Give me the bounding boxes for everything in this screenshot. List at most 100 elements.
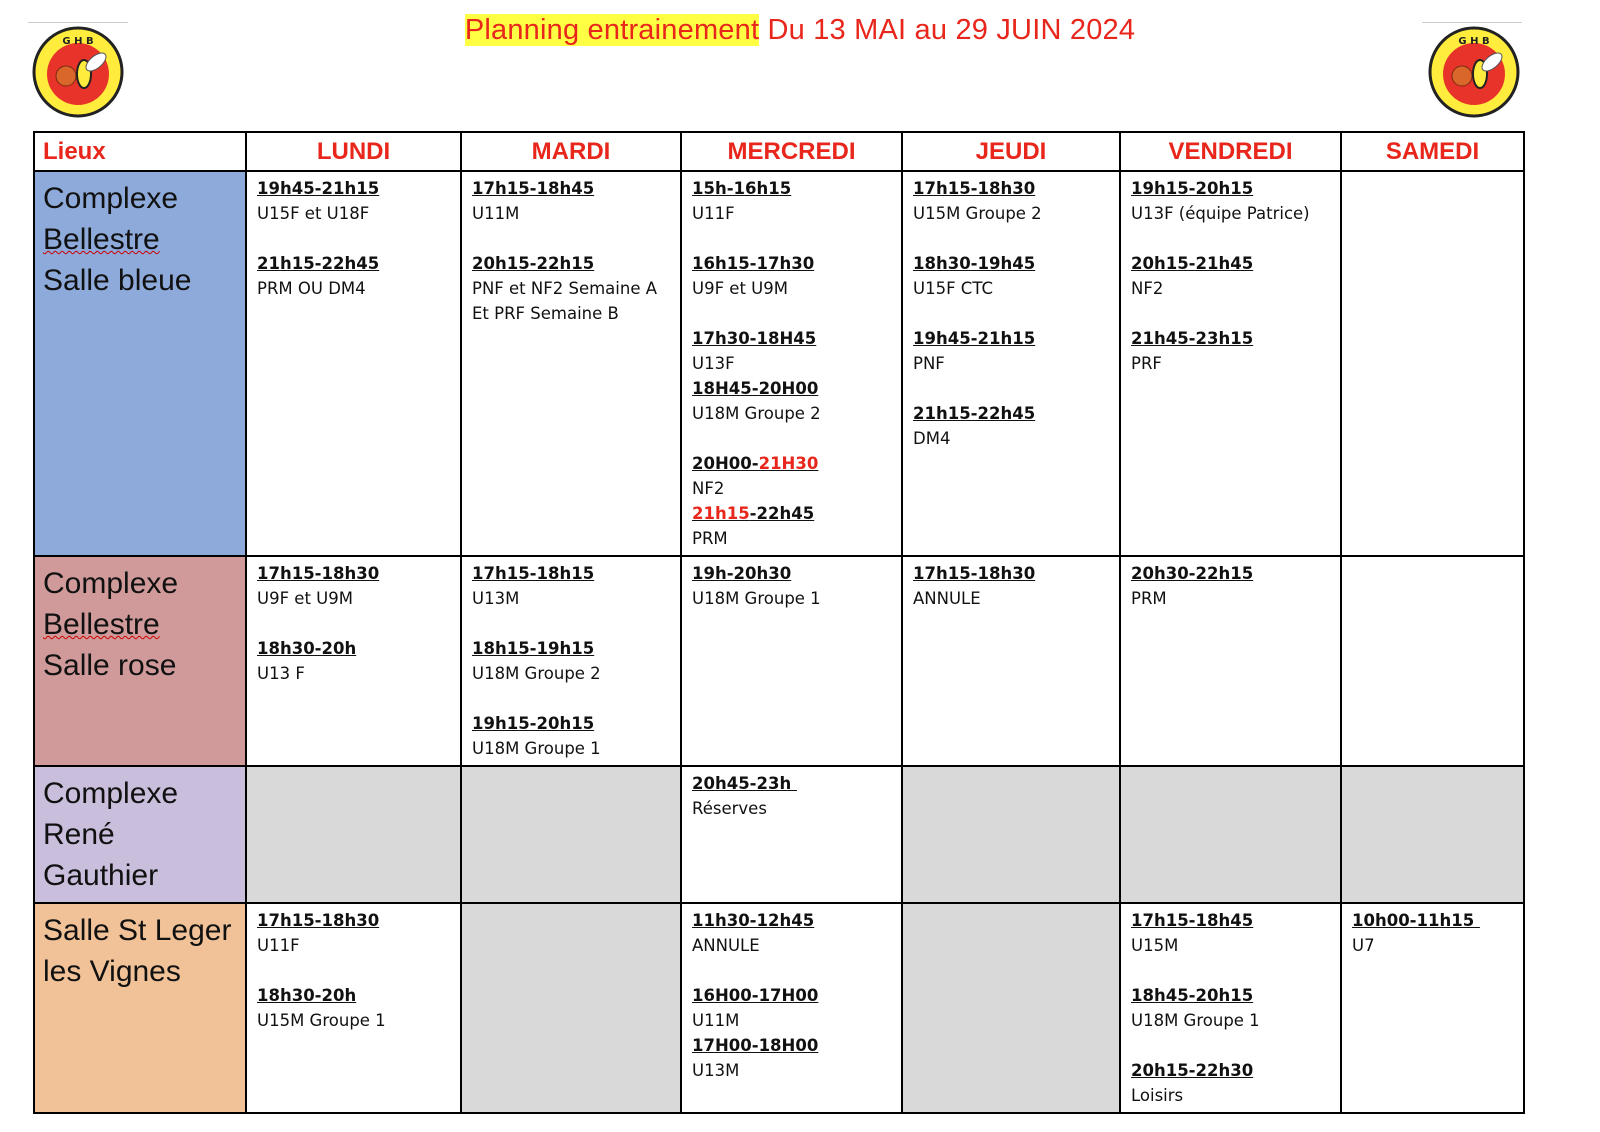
place-name-text: Salle St Leger: [43, 914, 232, 947]
session-entry: 11h30-12h45 ANNULE: [692, 908, 891, 958]
table-row: Complexe Bellestre Salle rose 17h15-18h30 U9…: [33, 555, 1525, 767]
schedule-cell-jeudi: [901, 902, 1121, 1114]
session-time: 21h15-22h45: [913, 404, 1036, 423]
club-logo-left: G H B: [32, 26, 124, 118]
session-team: U18M Groupe 1: [692, 589, 821, 608]
session-entry: 17h15-18h45 U11M: [472, 176, 670, 226]
session-time: 20h15-21h45: [1131, 254, 1254, 273]
session-team: U15M: [1131, 936, 1179, 955]
session-team: Loisirs: [1131, 1086, 1184, 1105]
schedule-cell-lundi: 19h45-21h15 U15F et U18F 21h15-22h45 PRM OU…: [245, 170, 462, 557]
schedule-cell-jeudi: [901, 765, 1121, 904]
session-entry: 10h00-11h15 U7: [1352, 908, 1513, 958]
title-dates: Du 13 MAI au 29 JUIN 2024: [759, 14, 1136, 46]
session-team: U13F (équipe Patrice): [1131, 204, 1310, 223]
time-segment: 20H00-: [692, 454, 759, 473]
place-name-line: Salle bleue: [43, 260, 237, 301]
session-entry: 19h15-20h15 U18M Groupe 1: [472, 711, 670, 761]
session-team: U15M Groupe 1: [257, 1011, 386, 1030]
session-team: PNF: [913, 354, 945, 373]
session-team: PRM: [1131, 589, 1167, 608]
session-time: 18h30-20h: [257, 986, 357, 1005]
session-time: 17h15-18h45: [1131, 911, 1254, 930]
schedule-cell-lundi: 17h15-18h30 U9F et U9M 18h30-20h U13 F: [245, 555, 462, 767]
session-entry: 19h15-20h15 U13F (équipe Patrice): [1131, 176, 1330, 226]
column-header-samedi: SAMEDI: [1340, 131, 1525, 172]
session-time: 17h15-18h30: [913, 564, 1036, 583]
session-time: 18h30-20h: [257, 639, 357, 658]
column-header-jeudi: JEUDI: [901, 131, 1121, 172]
schedule-cell-jeudi: 17h15-18h30 ANNULE: [901, 555, 1121, 767]
session-entry: 18h30-20h U15M Groupe 1: [257, 983, 450, 1033]
session-team: U15M Groupe 2: [913, 204, 1042, 223]
session-entry: 17H00-18H00 U13M: [692, 1033, 891, 1083]
place-name-text: les Vignes: [43, 955, 181, 988]
session-team: U18M Groupe 1: [472, 739, 601, 758]
session-team: ANNULE: [692, 936, 760, 955]
schedule-cell-mercredi: 15h-16h15 U11F 16h15-17h30 U9F et U9M 17h30-…: [680, 170, 903, 557]
place-name-line: Salle rose: [43, 645, 237, 686]
session-time: 10h00-11h15: [1352, 911, 1480, 930]
place-name-line: Complexe: [43, 178, 237, 219]
time-segment: 21h15: [692, 504, 750, 523]
session-time: 17h30-18H45: [692, 329, 817, 348]
session-entry: 20H00-21H30 NF2: [692, 451, 891, 501]
session-team: U15F et U18F: [257, 204, 370, 223]
session-entry: 15h-16h15 U11F: [692, 176, 891, 226]
column-header-mercredi: MERCREDI: [680, 131, 903, 172]
place-name-text: René: [43, 818, 115, 851]
session-time: 19h45-21h15: [913, 329, 1036, 348]
schedule-cell-samedi: 10h00-11h15 U7: [1340, 902, 1525, 1114]
session-team: U7: [1352, 936, 1375, 955]
time-segment: -22h45: [749, 504, 815, 523]
column-header-mardi: MARDI: [460, 131, 682, 172]
session-entry: 21h45-23h15 PRF: [1131, 326, 1330, 376]
place-name-text: Complexe: [43, 567, 179, 600]
session-team: U13M: [692, 1061, 740, 1080]
place-name-line: René: [43, 814, 237, 855]
session-entry: 17h30-18H45 U13F: [692, 326, 891, 376]
place-name-text: Gauthier: [43, 859, 159, 892]
session-entry: 17h15-18h45 U15M: [1131, 908, 1330, 958]
session-time: 17h15-18h30: [257, 911, 380, 930]
session-time: 18h45-20h15: [1131, 986, 1254, 1005]
session-entry: 20h15-22h15 PNF et NF2 Semaine A Et PRF S…: [472, 251, 670, 326]
session-entry: 17h15-18h30 U9F et U9M: [257, 561, 450, 611]
club-logo-right: G H B: [1428, 26, 1520, 118]
session-time: 17h15-18h30: [913, 179, 1036, 198]
schedule-cell-mardi: 17h15-18h45 U11M 20h15-22h15 PNF et NF2 Sem…: [460, 170, 682, 557]
session-entry: 20h45-23h Réserves: [692, 771, 891, 821]
session-time: 15h-16h15: [692, 179, 792, 198]
session-team: U18M Groupe 2: [692, 404, 821, 423]
place-name-text: Complexe: [43, 182, 179, 215]
session-entry: 18h30-19h45 U15F CTC: [913, 251, 1109, 301]
place-cell: Complexe Bellestre Salle bleue: [33, 170, 247, 557]
session-time: 21h45-23h15: [1131, 329, 1254, 348]
session-time: 20h15-22h30: [1131, 1061, 1254, 1080]
place-name-text: Salle bleue: [43, 264, 192, 297]
session-team: ANNULE: [913, 589, 981, 608]
place-cell: Complexe René Gauthier: [33, 765, 247, 904]
place-name-line: Complexe: [43, 563, 237, 604]
session-time: 19h-20h30: [692, 564, 792, 583]
session-team: U9F et U9M: [692, 279, 788, 298]
schedule-cell-mercredi: 19h-20h30 U18M Groupe 1: [680, 555, 903, 767]
schedule-cell-vendredi: 20h30-22h15 PRM: [1119, 555, 1342, 767]
session-entry: 18h45-20h15 U18M Groupe 1: [1131, 983, 1330, 1033]
divider: [1422, 22, 1522, 23]
session-entry: 16H00-17H00 U11M: [692, 983, 891, 1033]
session-time: 20h45-23h: [692, 774, 797, 793]
session-team: PRF: [1131, 354, 1162, 373]
title-highlighted: Planning entrainement: [464, 14, 760, 46]
session-time: 17H00-18H00: [692, 1036, 819, 1055]
session-time: 20h15-22h15: [472, 254, 595, 273]
session-entry: 19h-20h30 U18M Groupe 1: [692, 561, 891, 611]
session-entry: 21h15-22h45 DM4: [913, 401, 1109, 451]
table-row: Salle St Leger les Vignes 17h15-18h30 U11F 1…: [33, 902, 1525, 1114]
column-header-vendredi: VENDREDI: [1119, 131, 1342, 172]
session-team: U11F: [692, 204, 735, 223]
schedule-cell-vendredi: 17h15-18h45 U15M 18h45-20h15 U18M Groupe 1 2…: [1119, 902, 1342, 1114]
session-entry: 17h15-18h30 U11F: [257, 908, 450, 958]
session-entry: 20h15-22h30 Loisirs: [1131, 1058, 1330, 1108]
place-name-line: les Vignes: [43, 951, 237, 992]
